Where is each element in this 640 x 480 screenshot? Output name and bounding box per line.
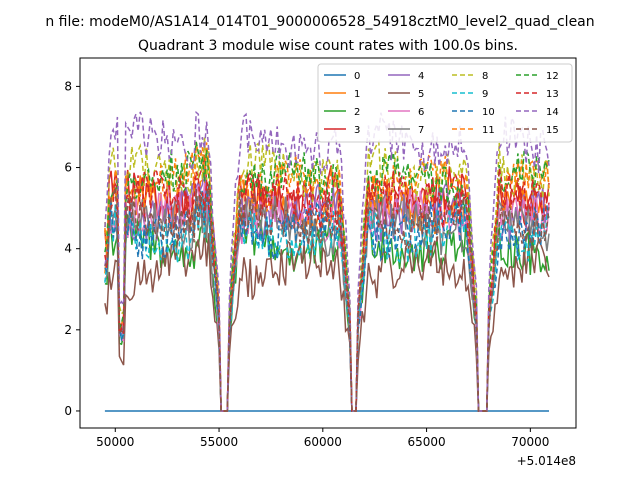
legend-label-12: 12	[546, 71, 559, 82]
x-tick-label: 50000	[96, 435, 134, 449]
series-line-5	[104, 231, 550, 412]
legend-label-4: 4	[418, 71, 424, 82]
x-tick-label: 60000	[304, 435, 342, 449]
x-tick-label: 55000	[200, 435, 238, 449]
y-axis: 0 2 4 6 8	[64, 79, 80, 418]
y-tick-label: 6	[64, 161, 72, 175]
x-axis: 50000 55000 60000 65000 70000	[96, 428, 549, 449]
x-offset-label: +5.014e8	[517, 454, 576, 468]
series-line-11	[104, 141, 550, 412]
legend-label-11: 11	[482, 125, 495, 136]
legend-label-5: 5	[418, 89, 424, 100]
x-tick-label: 65000	[407, 435, 445, 449]
legend-label-10: 10	[482, 107, 495, 118]
legend-label-7: 7	[418, 125, 424, 136]
legend-label-2: 2	[354, 107, 360, 118]
legend-label-6: 6	[418, 107, 424, 118]
y-tick-label: 8	[64, 79, 72, 93]
legend-label-0: 0	[354, 71, 360, 82]
y-tick-label: 2	[64, 323, 72, 337]
x-tick-label: 70000	[511, 435, 549, 449]
y-tick-label: 4	[64, 242, 72, 256]
legend-label-3: 3	[354, 125, 360, 136]
legend-label-13: 13	[546, 89, 559, 100]
legend-label-8: 8	[482, 71, 488, 82]
series-line-13	[104, 168, 550, 412]
series-line-14	[104, 110, 550, 412]
y-tick-label: 0	[64, 404, 72, 418]
legend-label-14: 14	[546, 107, 559, 118]
legend-label-1: 1	[354, 89, 360, 100]
legend-label-15: 15	[546, 125, 559, 136]
chart-title: Quadrant 3 module wise count rates with …	[138, 38, 518, 54]
series-layer	[104, 110, 550, 412]
chart-suptitle: n file: modeM0/AS1A14_014T01_9000006528_…	[45, 14, 594, 30]
series-line-15	[104, 184, 550, 412]
plot-frame	[79, 57, 577, 429]
legend-box	[317, 63, 573, 143]
legend-label-9: 9	[482, 89, 488, 100]
